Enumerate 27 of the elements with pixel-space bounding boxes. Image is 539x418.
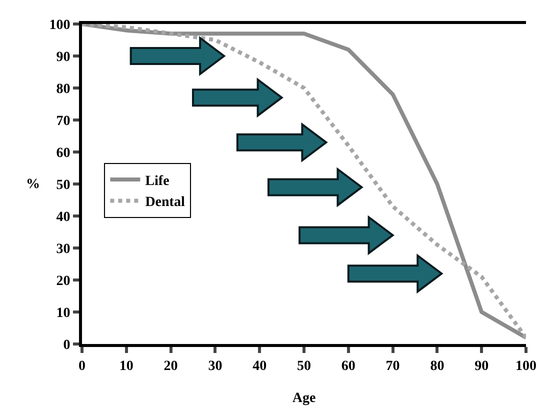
x-tick-label: 80 bbox=[430, 358, 444, 374]
x-tick-label: 60 bbox=[341, 358, 356, 374]
x-tick-label: 100 bbox=[516, 358, 536, 374]
y-tick-label: 90 bbox=[56, 50, 70, 65]
x-tick-label: 30 bbox=[208, 358, 222, 374]
x-tick-label: 10 bbox=[119, 358, 134, 374]
x-tick-label: 90 bbox=[474, 358, 489, 374]
y-tick-label: 60 bbox=[56, 146, 70, 161]
y-tick-label: 0 bbox=[63, 338, 70, 353]
y-tick-label: 50 bbox=[56, 178, 70, 193]
y-tick-label: 80 bbox=[56, 82, 70, 97]
x-tick-label: 40 bbox=[252, 358, 267, 374]
y-tick-label: 40 bbox=[56, 210, 70, 225]
y-tick-label: 10 bbox=[56, 306, 70, 321]
legend-label: Life bbox=[145, 174, 170, 189]
x-tick-label: 70 bbox=[386, 358, 400, 374]
x-axis-title: Age bbox=[292, 391, 316, 406]
y-axis-title: % bbox=[26, 177, 40, 192]
x-tick-label: 0 bbox=[78, 358, 86, 374]
y-tick-label: 70 bbox=[56, 114, 70, 129]
x-tick-label: 20 bbox=[164, 358, 178, 374]
line-series bbox=[82, 24, 526, 340]
y-tick-label: 100 bbox=[49, 18, 70, 33]
y-tick-label: 30 bbox=[56, 242, 70, 257]
legend-label: Dental bbox=[145, 195, 185, 210]
y-tick-label: 20 bbox=[56, 274, 70, 289]
x-tick-label: 50 bbox=[297, 358, 311, 374]
